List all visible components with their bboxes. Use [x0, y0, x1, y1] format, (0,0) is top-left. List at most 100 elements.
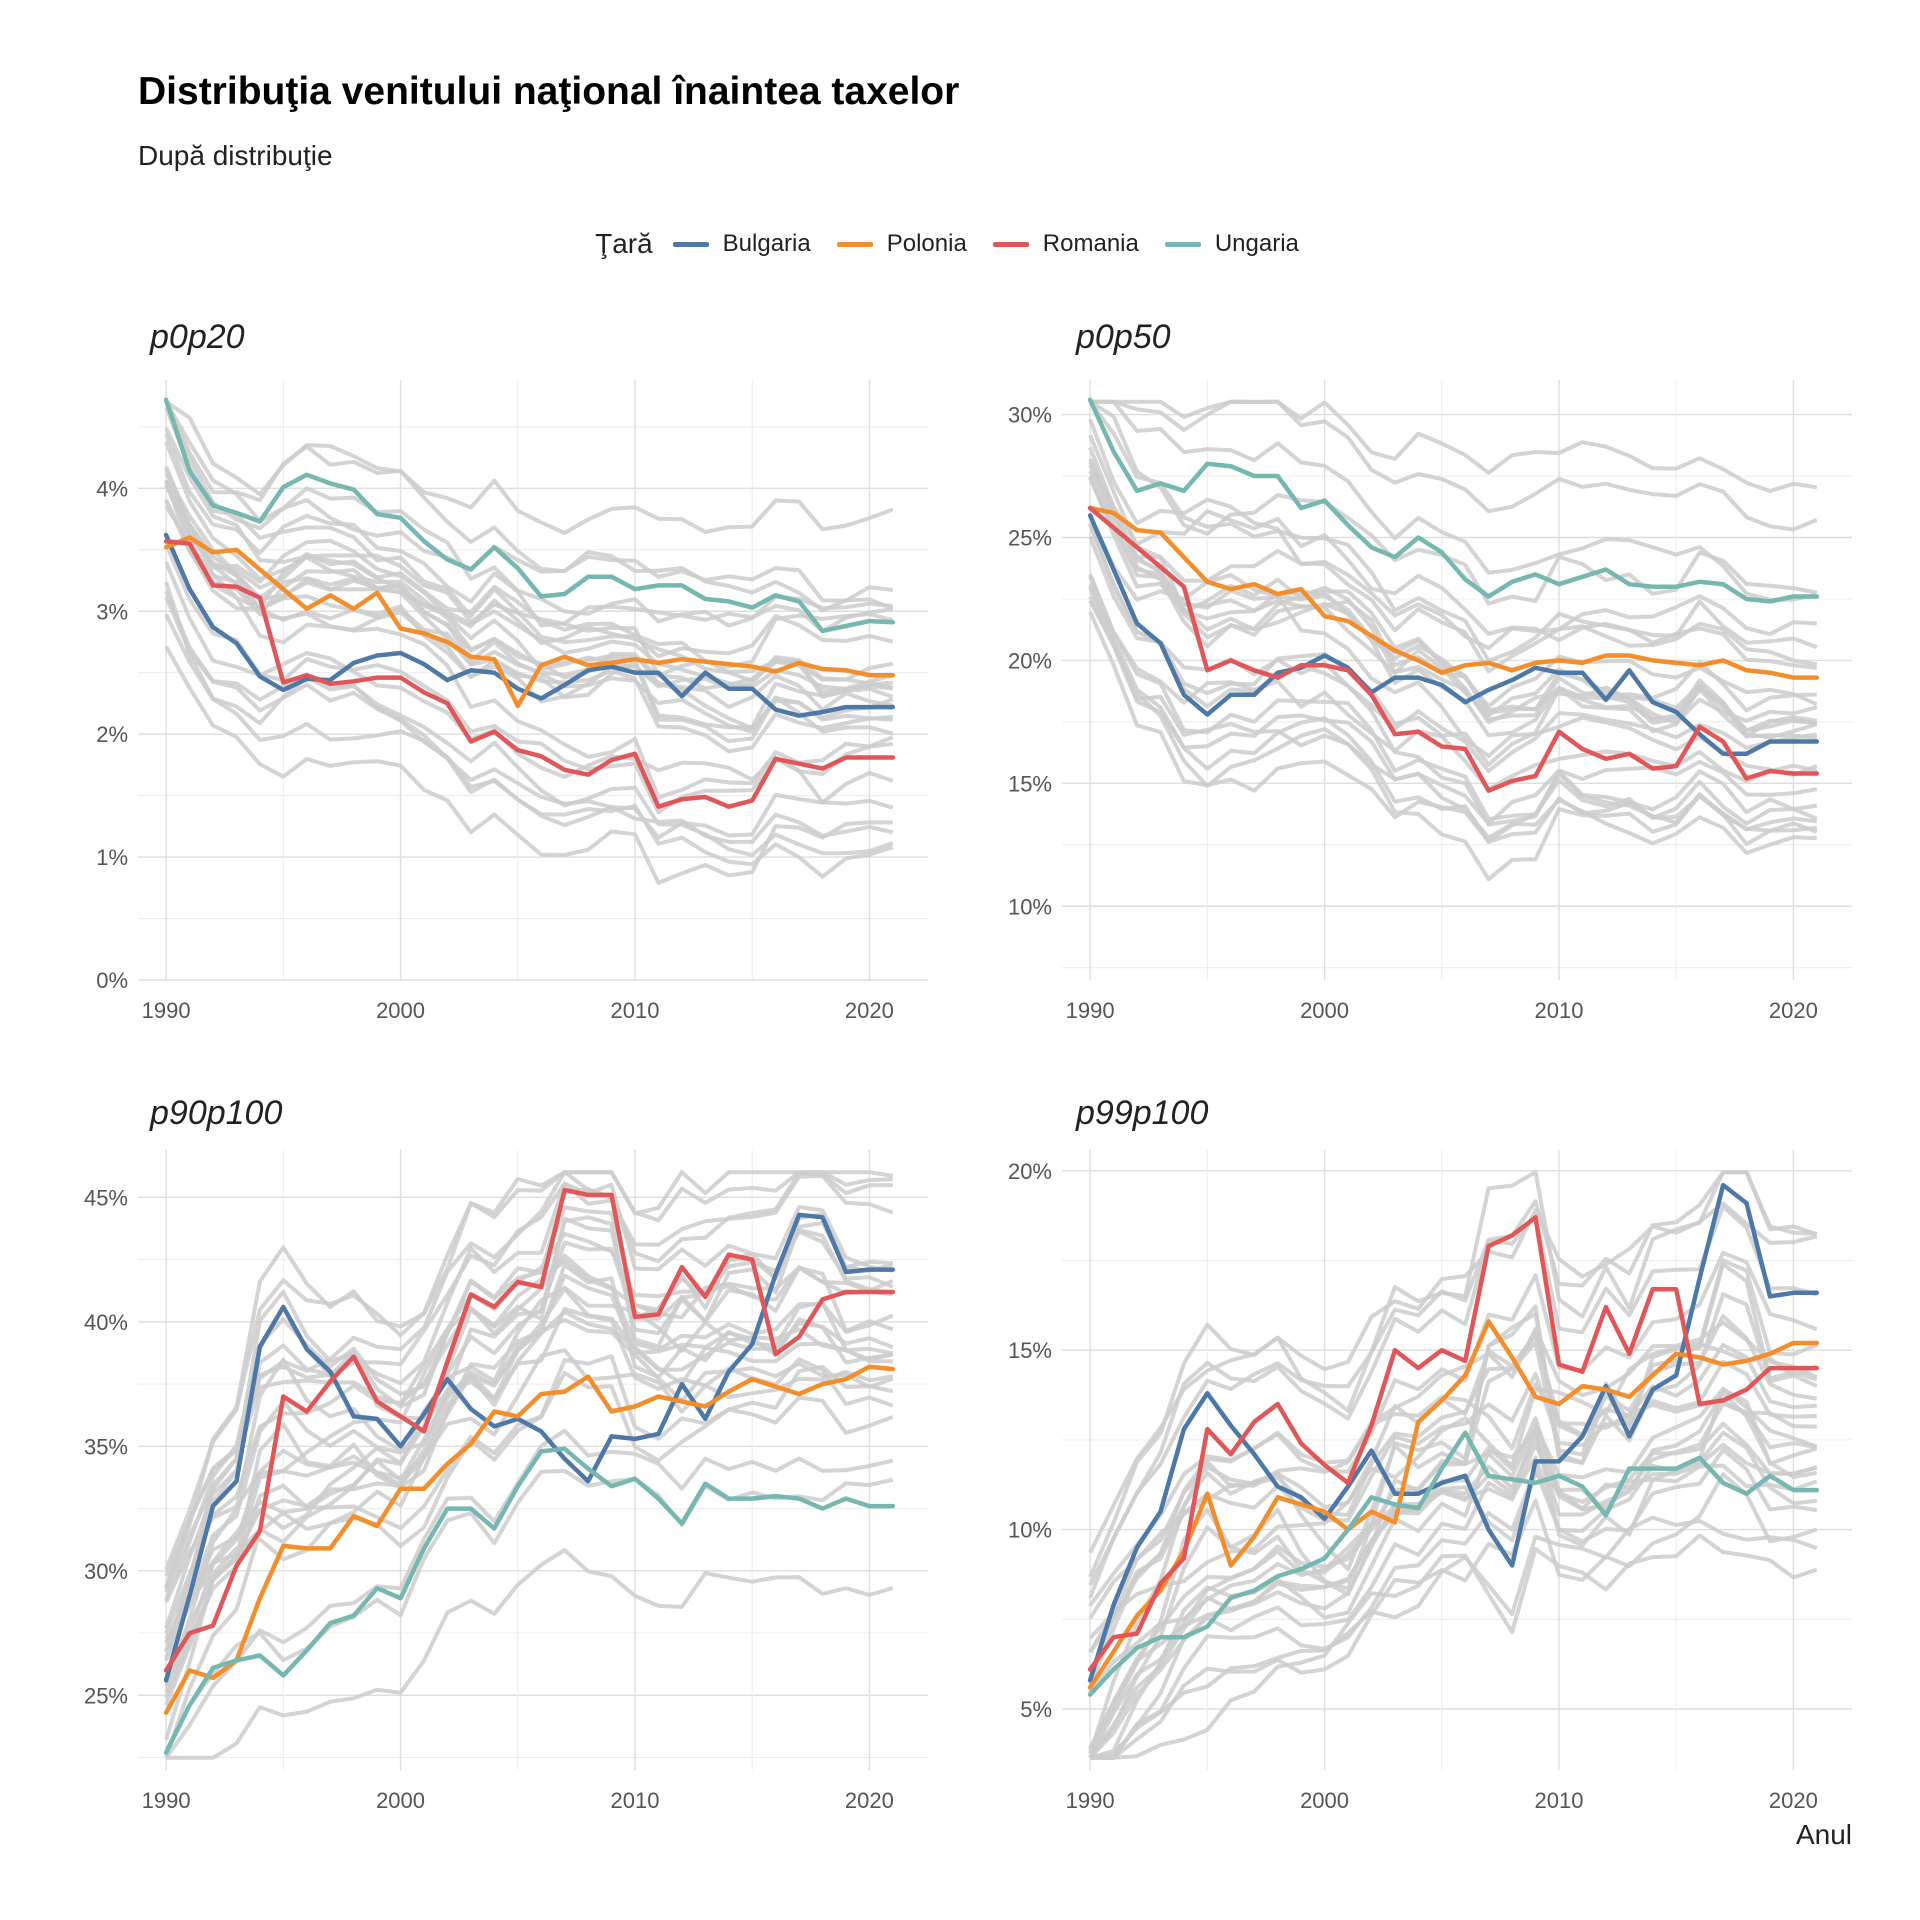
- background-series-line: [1088, 1463, 1818, 1695]
- y-tick-label: 15%: [1008, 1338, 1052, 1363]
- background-series-line: [166, 1548, 894, 1760]
- y-tick-label: 30%: [1008, 403, 1052, 428]
- x-tick-label: 2010: [1534, 998, 1583, 1023]
- background-series-line: [1088, 595, 1818, 847]
- x-tick-label: 2020: [845, 1788, 894, 1813]
- x-tick-label: 2020: [1769, 1788, 1818, 1813]
- x-tick-label: 2010: [610, 1788, 659, 1813]
- series-line-bulgaria: [1087, 1182, 1820, 1683]
- background-series-line: [164, 427, 894, 678]
- background-series-line: [164, 441, 894, 712]
- legend: Ţară Bulgaria Polonia Romania Ungaria: [0, 228, 1920, 260]
- series-line-bulgaria: [163, 1212, 896, 1683]
- y-tick-label: 35%: [84, 1434, 128, 1459]
- legend-label-polonia: Polonia: [886, 230, 967, 257]
- legend-label-bulgaria: Bulgaria: [722, 230, 811, 257]
- y-tick-label: 40%: [84, 1310, 128, 1335]
- panel-title-p90p100: p90p100: [149, 1094, 282, 1132]
- legend-swatch-romania: [992, 241, 1029, 247]
- background-series-line: [164, 1468, 894, 1753]
- background-series-line: [164, 1181, 894, 1629]
- chart-title: Distribuţia venitului naţional înaintea …: [138, 70, 960, 113]
- background-series-line: [164, 1348, 894, 1640]
- background-series-line: [1088, 1314, 1818, 1686]
- panel-title-p0p20: p0p20: [149, 318, 245, 356]
- background-series-line: [1088, 476, 1818, 709]
- y-tick-label: 10%: [1008, 894, 1052, 919]
- y-tick-label: 25%: [84, 1683, 128, 1708]
- legend-swatch-bulgaria: [672, 241, 709, 247]
- series-line-romania: [1087, 1215, 1820, 1672]
- background-series-line: [164, 590, 894, 858]
- legend-item-bulgaria: Bulgaria: [672, 230, 811, 258]
- background-series-line: [1088, 1381, 1817, 1620]
- background-series-line: [1090, 1472, 1818, 1760]
- background-series-line: [1089, 400, 1818, 606]
- background-series-line: [164, 400, 894, 535]
- background-series-line: [1088, 418, 1817, 651]
- series-line-romania: [1087, 505, 1820, 793]
- background-series-line: [1088, 523, 1817, 767]
- background-series-line: [164, 645, 893, 885]
- y-tick-label: 5%: [1020, 1697, 1052, 1722]
- background-series: [164, 1170, 894, 1760]
- background-series-line: [164, 483, 894, 691]
- x-tick-label: 2020: [1769, 998, 1818, 1023]
- background-series-line: [1088, 583, 1817, 855]
- background-series-line: [1088, 1341, 1818, 1640]
- y-tick-label: 1%: [96, 845, 128, 870]
- legend-title: Ţară: [595, 228, 653, 259]
- series-line-polonia: [1087, 505, 1820, 680]
- y-tick-label: 10%: [1008, 1518, 1052, 1543]
- series-line-ungaria: [1087, 1430, 1820, 1697]
- series-line-polonia: [163, 1364, 896, 1715]
- background-series-line: [164, 1428, 894, 1759]
- x-tick-label: 2000: [376, 998, 425, 1023]
- background-series-line: [164, 1354, 894, 1699]
- y-tick-label: 45%: [84, 1185, 128, 1210]
- background-series-line: [1089, 1515, 1818, 1760]
- x-tick-label: 1990: [142, 1788, 191, 1813]
- background-series-line: [164, 1170, 894, 1590]
- panel-p90p100: p90p100 25% 30% 35% 40% 45% 1990 2000 2010 2020: [84, 1094, 928, 1813]
- x-tick-label: 2010: [1534, 1788, 1583, 1813]
- background-series-line: [1088, 1292, 1818, 1760]
- legend-swatch-polonia: [836, 241, 873, 247]
- x-tick-label: 2000: [1300, 998, 1349, 1023]
- background-series: [164, 400, 894, 885]
- y-tick-label: 25%: [1008, 526, 1052, 551]
- background-series-line: [164, 400, 893, 628]
- series-line-ungaria: [163, 1446, 896, 1755]
- panel-p0p50: p0p50 10% 15% 20% 25% 30% 1990 2000 2010 2020: [1008, 318, 1852, 1023]
- background-series-line: [1088, 1258, 1818, 1755]
- background-series-line: [164, 1170, 893, 1571]
- background-series-line: [164, 1286, 894, 1684]
- background-series-line: [1090, 399, 1818, 532]
- background-series-line: [164, 484, 893, 730]
- background-series-line: [1088, 1386, 1818, 1759]
- background-series-line: [164, 406, 894, 659]
- x-tick-label: 1990: [142, 998, 191, 1023]
- y-tick-label: 20%: [1008, 648, 1052, 673]
- legend-item-polonia: Polonia: [836, 230, 967, 258]
- background-series-line: [1088, 400, 1818, 663]
- background-series-line: [1090, 1533, 1818, 1760]
- background-series: [1088, 399, 1818, 882]
- y-tick-label: 3%: [96, 599, 128, 624]
- series-line-polonia: [1087, 1319, 1820, 1690]
- legend-label-romania: Romania: [1042, 230, 1139, 257]
- x-tick-label: 2020: [845, 998, 894, 1023]
- legend-item-romania: Romania: [992, 230, 1139, 258]
- series-line-romania: [163, 1187, 896, 1673]
- legend-label-ungaria: Ungaria: [1214, 230, 1299, 257]
- y-tick-label: 15%: [1008, 771, 1052, 796]
- background-series-line: [164, 1229, 894, 1662]
- series-line-bulgaria: [163, 532, 896, 718]
- panel-p0p20: p0p20 0% 1% 2% 3% 4% 1990 2000 2010 2020: [96, 318, 928, 1023]
- background-series-line: [1088, 1320, 1818, 1607]
- background-series-line: [1088, 575, 1818, 826]
- background-series-line: [1088, 1390, 1818, 1759]
- y-tick-label: 0%: [96, 968, 128, 993]
- x-tick-label: 1990: [1066, 998, 1115, 1023]
